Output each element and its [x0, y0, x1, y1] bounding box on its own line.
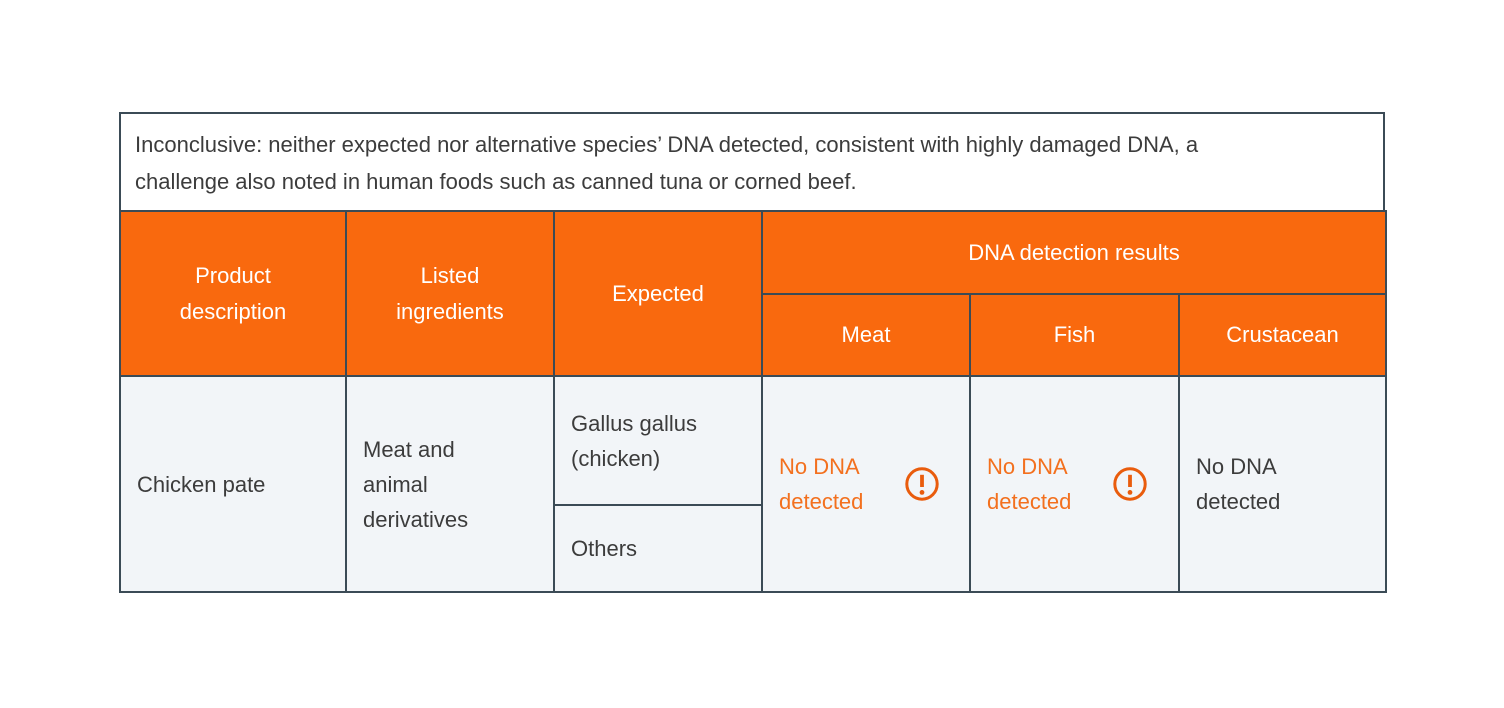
- product-description-value: Chicken pate: [137, 471, 266, 497]
- dna-results-table: Product description Listed ingredients E…: [119, 210, 1388, 593]
- header-expected-label: Expected: [612, 280, 704, 306]
- header-meat: Meat: [761, 293, 971, 377]
- crustacean-result: No DNA detected: [1196, 449, 1385, 519]
- header-fish: Fish: [969, 293, 1180, 377]
- cell-meat-result: No DNA detected: [761, 375, 971, 593]
- cell-expected-species: Gallus gallus (chicken): [555, 378, 761, 506]
- header-crustacean: Crustacean: [1177, 293, 1388, 377]
- header-fish-label: Fish: [1053, 322, 1096, 347]
- header-product-description-label: Product description: [179, 262, 287, 324]
- crustacean-result-text: No DNA detected: [1196, 454, 1281, 514]
- cell-fish-result: No DNA detected: [969, 375, 1180, 593]
- header-crustacean-label: Crustacean: [1226, 322, 1339, 347]
- header-product-description: Product description: [119, 210, 347, 377]
- header-listed-ingredients-label: Listed ingredients: [396, 262, 504, 324]
- header-meat-label: Meat: [841, 322, 891, 347]
- header-dna-detection-results-label: DNA detection results: [968, 239, 1180, 265]
- cell-listed-ingredients: Meat and animal derivatives: [345, 375, 555, 593]
- cell-expected: Gallus gallus (chicken) Others: [553, 375, 763, 593]
- header-listed-ingredients: Listed ingredients: [345, 210, 555, 377]
- meat-result: No DNA detected: [779, 449, 969, 519]
- header-expected: Expected: [553, 210, 763, 377]
- header-dna-detection-results: DNA detection results: [760, 210, 1388, 295]
- fish-result: No DNA detected: [987, 449, 1178, 519]
- dna-results-panel: Inconclusive: neither expected nor alter…: [119, 112, 1388, 593]
- listed-ingredients-value: Meat and animal derivatives: [363, 436, 469, 532]
- cell-expected-others: Others: [555, 506, 761, 590]
- fish-result-text: No DNA detected: [987, 454, 1072, 514]
- note-text: Inconclusive: neither expected nor alter…: [135, 132, 1199, 194]
- expected-species-value: Gallus gallus (chicken): [571, 411, 697, 471]
- warning-icon: [1111, 465, 1149, 503]
- expected-others-value: Others: [571, 535, 638, 561]
- meat-result-text: No DNA detected: [779, 454, 864, 514]
- cell-product-description: Chicken pate: [119, 375, 347, 593]
- cell-crustacean-result: No DNA detected: [1177, 375, 1388, 593]
- note-box: Inconclusive: neither expected nor alter…: [119, 112, 1385, 212]
- warning-icon: [903, 465, 941, 503]
- expected-split-cell: Gallus gallus (chicken) Others: [555, 378, 761, 590]
